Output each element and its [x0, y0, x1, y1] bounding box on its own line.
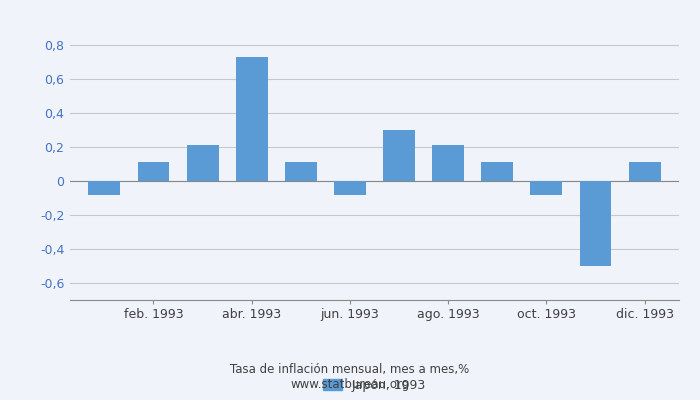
Bar	[629, 162, 661, 181]
Bar	[383, 130, 415, 181]
Legend: Japón, 1993: Japón, 1993	[318, 374, 431, 397]
Text: www.statbureau.org: www.statbureau.org	[290, 378, 410, 391]
Text: Tasa de inflación mensual, mes a mes,%: Tasa de inflación mensual, mes a mes,%	[230, 364, 470, 376]
Bar	[531, 181, 562, 194]
Bar	[187, 145, 218, 181]
Bar	[482, 162, 513, 181]
Bar	[432, 145, 464, 181]
Bar	[580, 181, 612, 266]
Bar	[334, 181, 366, 194]
Bar	[88, 181, 120, 194]
Bar	[285, 162, 317, 181]
Bar	[137, 162, 169, 181]
Bar	[236, 57, 267, 181]
